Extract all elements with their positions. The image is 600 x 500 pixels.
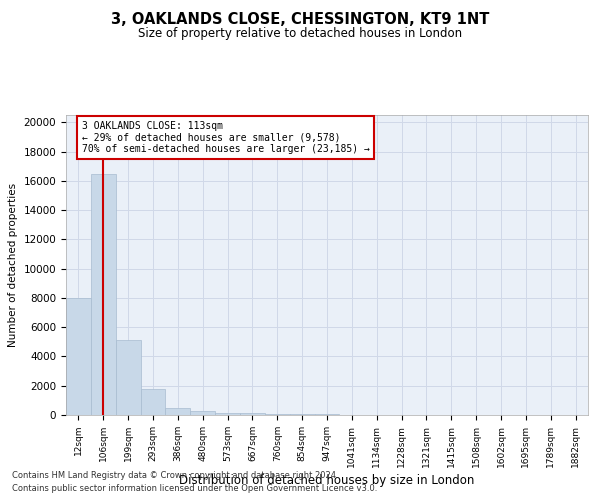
Text: Contains public sector information licensed under the Open Government Licence v3: Contains public sector information licen…	[12, 484, 377, 493]
Bar	[190, 412, 215, 415]
Bar	[265, 414, 290, 415]
Bar	[240, 413, 265, 415]
Text: 3, OAKLANDS CLOSE, CHESSINGTON, KT9 1NT: 3, OAKLANDS CLOSE, CHESSINGTON, KT9 1NT	[111, 12, 489, 28]
Text: 3 OAKLANDS CLOSE: 113sqm
← 29% of detached houses are smaller (9,578)
70% of sem: 3 OAKLANDS CLOSE: 113sqm ← 29% of detach…	[82, 121, 370, 154]
Bar	[140, 390, 166, 415]
Y-axis label: Number of detached properties: Number of detached properties	[8, 183, 18, 347]
Bar	[314, 414, 340, 415]
Bar	[66, 298, 91, 415]
Bar	[91, 174, 116, 415]
Bar	[290, 414, 314, 415]
Text: Contains HM Land Registry data © Crown copyright and database right 2024.: Contains HM Land Registry data © Crown c…	[12, 470, 338, 480]
Text: Size of property relative to detached houses in London: Size of property relative to detached ho…	[138, 28, 462, 40]
Bar	[215, 412, 240, 415]
Bar	[116, 340, 140, 415]
X-axis label: Distribution of detached houses by size in London: Distribution of detached houses by size …	[179, 474, 475, 487]
Bar	[166, 408, 190, 415]
